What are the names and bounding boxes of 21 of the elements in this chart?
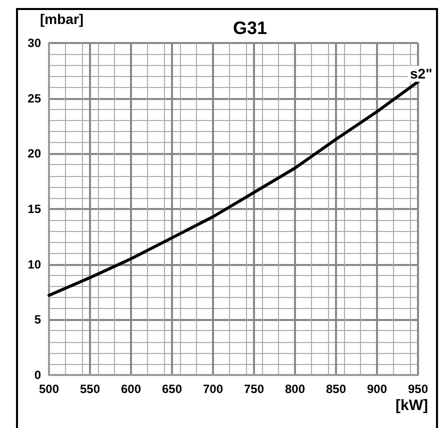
y-tick-label: 30 [28,36,42,50]
x-tick-label: 950 [408,382,428,396]
series-label: s2" [410,66,432,82]
x-tick-label: 600 [120,382,142,396]
x-tick-label: 850 [326,382,346,396]
x-tick-label: 550 [80,382,100,396]
y-tick-label: 25 [28,91,42,106]
x-tick-label: 900 [366,382,388,396]
x-tick-label: 650 [162,382,182,396]
y-tick-label: 20 [28,146,42,161]
chart-title: G31 [232,18,268,38]
y-tick-label: 15 [28,202,42,216]
y-axis-title: [mbar] [40,11,84,27]
y-tick-label: 10 [28,257,42,272]
x-axis-title: [kW] [396,397,428,414]
x-tick-label: 500 [38,382,60,396]
y-tick-label: 0 [34,368,42,382]
x-tick-label: 700 [202,382,224,396]
x-tick-label: 750 [244,382,264,396]
y-tick-label: 5 [34,312,42,327]
x-tick-label: 800 [284,382,306,396]
